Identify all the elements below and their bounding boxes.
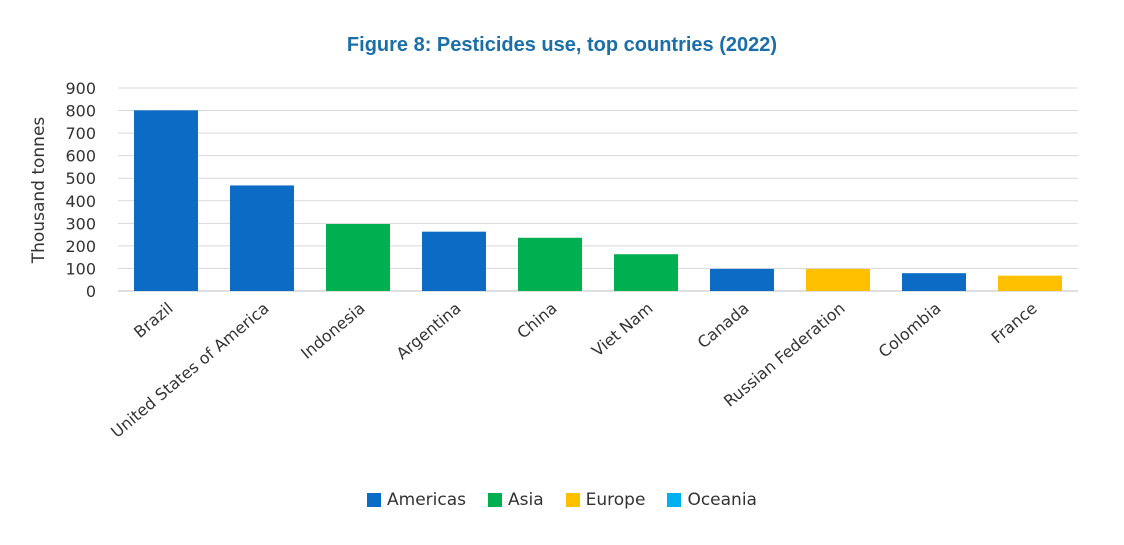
bar <box>614 254 678 291</box>
y-tick-label: 200 <box>65 237 96 256</box>
y-tick-labels: 0 100 200 300 400 500 600 700 800 900 <box>65 79 96 301</box>
x-tick-label: Brazil <box>130 299 176 342</box>
bar <box>134 110 198 291</box>
legend-item-asia: Asia <box>488 490 544 510</box>
y-tick-label: 900 <box>65 79 96 98</box>
y-tick-label: 800 <box>65 102 96 121</box>
bar <box>230 185 294 291</box>
bar <box>998 275 1062 291</box>
legend-swatch <box>488 493 502 507</box>
bar <box>518 237 582 291</box>
legend: Americas Asia Europe Oceania <box>0 490 1124 510</box>
bar <box>806 268 870 291</box>
x-tick-label: Indonesia <box>297 299 368 363</box>
legend-swatch <box>367 493 382 507</box>
legend-swatch <box>667 493 682 507</box>
chart-title: Figure 8: Pesticides use, top countries … <box>346 34 778 56</box>
y-tick-label: 500 <box>65 169 96 188</box>
x-tick-label: China <box>513 299 560 343</box>
y-tick-label: 600 <box>65 147 96 166</box>
x-tick-label: France <box>988 299 1041 348</box>
bar <box>710 268 774 291</box>
legend-label: Asia <box>508 490 544 510</box>
y-tick-label: 0 <box>86 282 96 301</box>
x-tick-label: Colombia <box>875 299 945 362</box>
bar <box>902 273 966 291</box>
x-tick-label: United States of America <box>107 299 272 442</box>
y-tick-label: 400 <box>65 192 96 211</box>
x-tick-label: Canada <box>694 299 753 353</box>
legend-item-americas: Americas <box>367 490 466 510</box>
bar <box>326 224 390 291</box>
legend-label: Americas <box>387 490 466 510</box>
legend-item-oceania: Oceania <box>667 490 757 510</box>
y-tick-label: 300 <box>65 214 96 233</box>
bar <box>422 231 486 291</box>
x-tick-label: Viet Nam <box>588 299 657 361</box>
legend-label: Oceania <box>687 490 757 510</box>
bars <box>134 110 1062 291</box>
y-tick-label: 700 <box>65 124 96 143</box>
x-tick-label: Argentina <box>393 299 465 364</box>
gridlines <box>118 87 1078 292</box>
legend-label: Europe <box>585 490 646 510</box>
y-axis-label: Thousand tonnes <box>29 117 49 265</box>
y-tick-label: 100 <box>65 259 96 278</box>
legend-item-europe: Europe <box>565 490 646 510</box>
legend-swatch <box>565 493 580 507</box>
